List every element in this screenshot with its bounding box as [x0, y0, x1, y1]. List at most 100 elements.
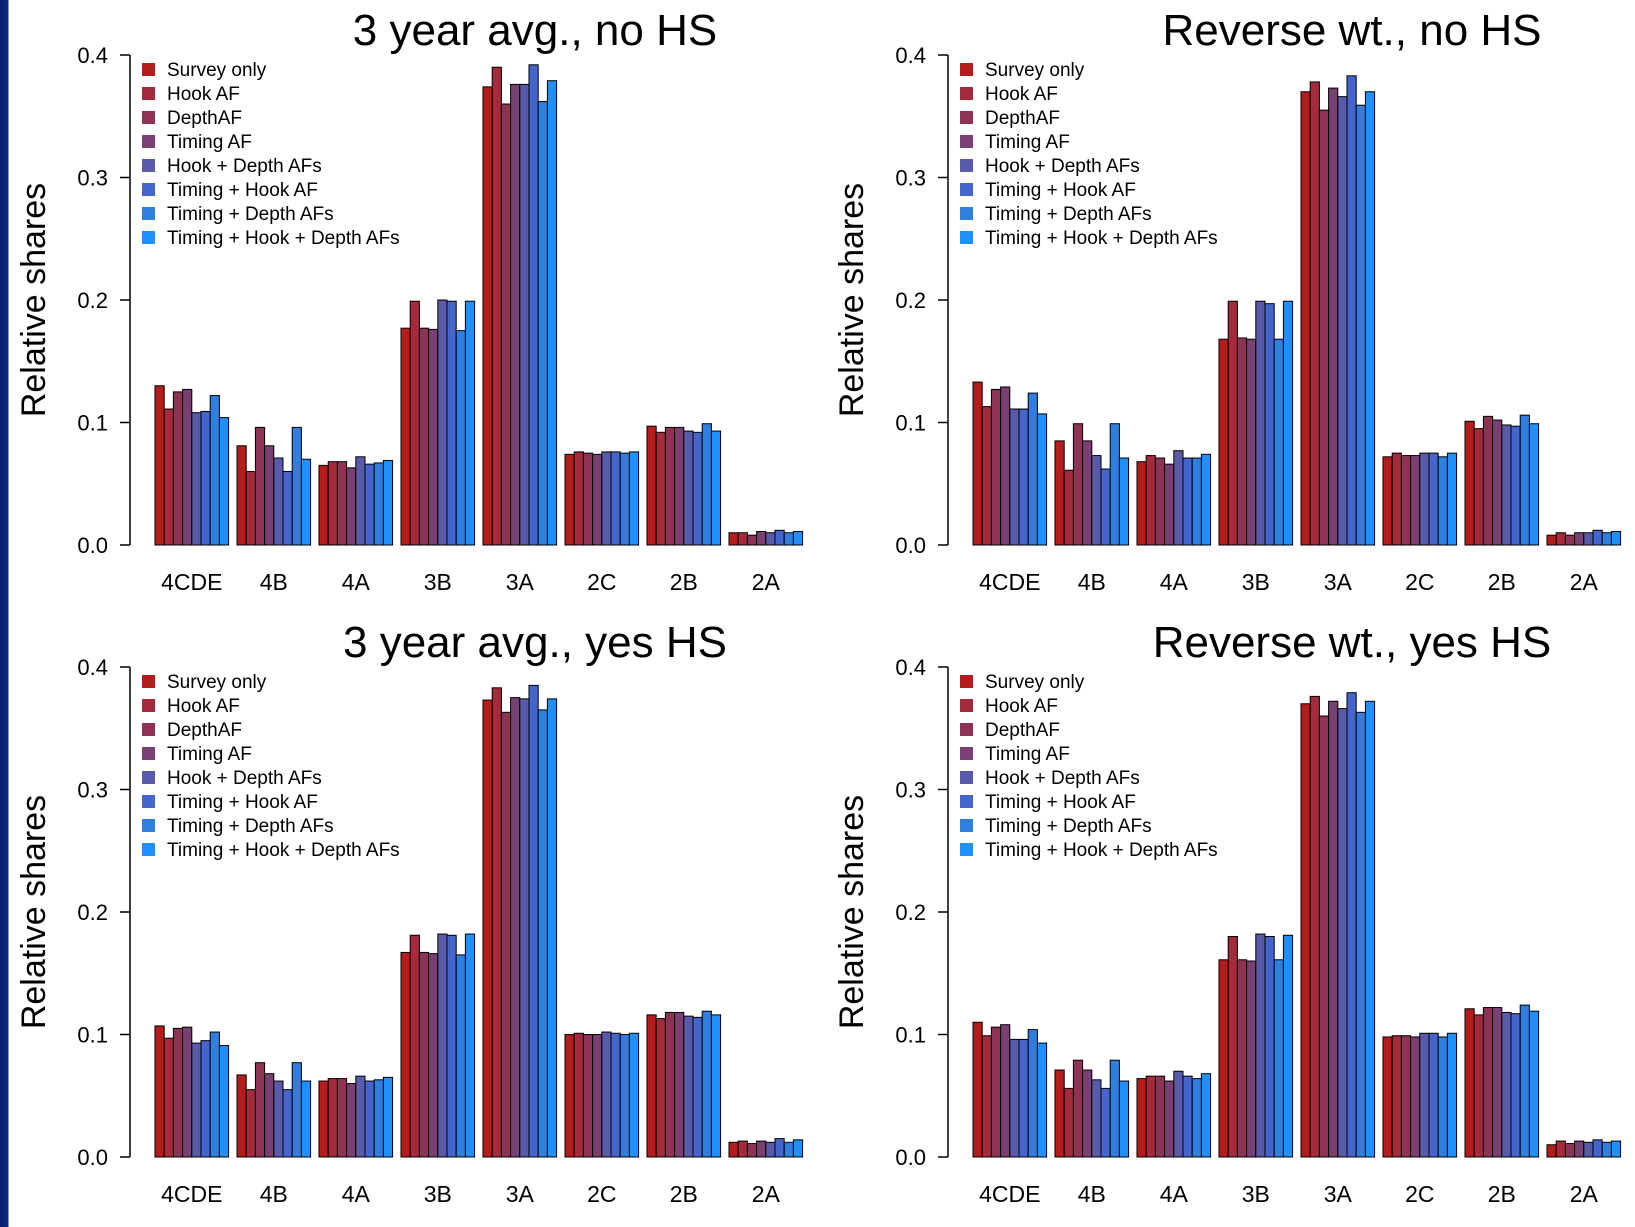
- bar: [1592, 529, 1603, 546]
- x-category-label: 3A: [506, 1181, 535, 1207]
- bar: [783, 1141, 794, 1158]
- bar: [1601, 532, 1612, 546]
- bar: [1118, 1080, 1130, 1158]
- bar: [154, 1025, 165, 1158]
- bar: [1000, 386, 1011, 546]
- bar: [446, 934, 457, 1158]
- bar: [774, 1138, 785, 1158]
- bar: [1400, 455, 1412, 546]
- bar: [765, 1141, 776, 1158]
- legend-label: Hook AF: [985, 84, 1058, 105]
- x-category-label: 2B: [1488, 569, 1516, 595]
- bar: [1255, 300, 1266, 546]
- y-tick-label: 0.0: [895, 1145, 926, 1170]
- bar: [1300, 91, 1311, 546]
- x-category-label: 2B: [670, 1181, 698, 1207]
- bar: [646, 425, 657, 546]
- x-category-label: 3B: [424, 1181, 452, 1207]
- bar: [1355, 104, 1366, 546]
- bar: [1482, 1007, 1494, 1158]
- bar: [1337, 708, 1348, 1158]
- bar: [528, 64, 539, 546]
- bar: [282, 471, 293, 546]
- bar: [683, 1015, 694, 1158]
- bar: [264, 1073, 275, 1158]
- bar: [318, 1080, 329, 1158]
- bar: [1100, 468, 1111, 546]
- y-tick-label: 0.0: [77, 1145, 108, 1170]
- bar: [592, 1034, 603, 1158]
- legend-label: Survey only: [167, 60, 267, 81]
- y-tick-label: 0.4: [77, 655, 108, 680]
- bar: [1273, 338, 1284, 546]
- bar: [701, 423, 712, 546]
- bar: [1519, 414, 1530, 546]
- x-category-label: 3A: [1324, 569, 1353, 595]
- bar: [1027, 392, 1038, 546]
- legend-swatch: [142, 771, 155, 784]
- bar: [1109, 1059, 1120, 1158]
- legend-label: Hook + Depth AFs: [167, 768, 322, 789]
- bar: [1018, 1038, 1029, 1158]
- bar: [1492, 1007, 1503, 1158]
- bar: [1464, 1008, 1475, 1158]
- bar: [601, 1031, 612, 1158]
- bar: [537, 709, 548, 1158]
- bar: [655, 431, 666, 546]
- legend-swatch: [960, 159, 973, 172]
- bar: [728, 532, 739, 546]
- y-tick-label: 0.0: [77, 533, 108, 558]
- bar: [1610, 531, 1622, 546]
- legend-label: Survey only: [167, 672, 267, 693]
- legend-label: Timing + Hook AF: [167, 792, 318, 813]
- bar: [1419, 452, 1430, 546]
- bar: [1009, 1038, 1020, 1158]
- bar: [464, 300, 476, 546]
- y-axis-label: Relative shares: [15, 795, 53, 1029]
- y-tick-label: 0.2: [77, 288, 108, 313]
- bar: [346, 1083, 357, 1158]
- legend-label: Hook AF: [985, 696, 1058, 717]
- bar: [291, 426, 302, 546]
- bar: [573, 451, 584, 546]
- bar: [236, 445, 247, 546]
- chart-panel-1: 3 year avg., no HS Relative shares 0.0 0.1 0…: [15, 6, 804, 595]
- bar: [1246, 338, 1257, 546]
- legend-swatch: [142, 699, 155, 712]
- bar: [163, 1037, 174, 1158]
- bar: [209, 395, 220, 546]
- bar: [254, 426, 266, 546]
- x-category-label: 4CDE: [979, 1181, 1040, 1207]
- bar: [346, 467, 357, 546]
- bar: [1400, 1035, 1412, 1158]
- bar: [746, 1143, 758, 1158]
- y-tick-label: 0.2: [895, 900, 926, 925]
- y-tick-label: 0.1: [895, 1023, 926, 1048]
- x-category-label: 4B: [1078, 569, 1106, 595]
- bar: [519, 698, 530, 1158]
- bar: [1364, 91, 1376, 546]
- x-category-label: 2A: [752, 569, 781, 595]
- bar: [756, 1140, 767, 1158]
- bar: [1446, 1032, 1458, 1158]
- bar: [218, 1045, 230, 1158]
- x-category-label: 2A: [752, 1181, 781, 1207]
- bar: [400, 327, 411, 546]
- legend-swatch: [142, 747, 155, 760]
- x-category-label: 3A: [1324, 1181, 1353, 1207]
- x-category-label: 4CDE: [161, 1181, 222, 1207]
- chart-panel-4: Reverse wt., yes HS Relative shares 0.0 0.1…: [833, 618, 1622, 1207]
- y-tick-label: 0.3: [895, 778, 926, 803]
- bar: [1601, 1141, 1612, 1158]
- bar: [1173, 450, 1184, 546]
- bar: [1000, 1024, 1011, 1158]
- legend-label: Timing AF: [167, 744, 252, 765]
- x-category-label: 2A: [1570, 1181, 1599, 1207]
- x-category-label: 2C: [587, 1181, 616, 1207]
- legend-swatch: [142, 63, 155, 76]
- bar: [546, 698, 558, 1158]
- legend-swatch: [960, 231, 973, 244]
- bar: [710, 430, 722, 546]
- y-tick-label: 0.4: [77, 43, 108, 68]
- chart-title: Reverse wt., yes HS: [1153, 618, 1552, 667]
